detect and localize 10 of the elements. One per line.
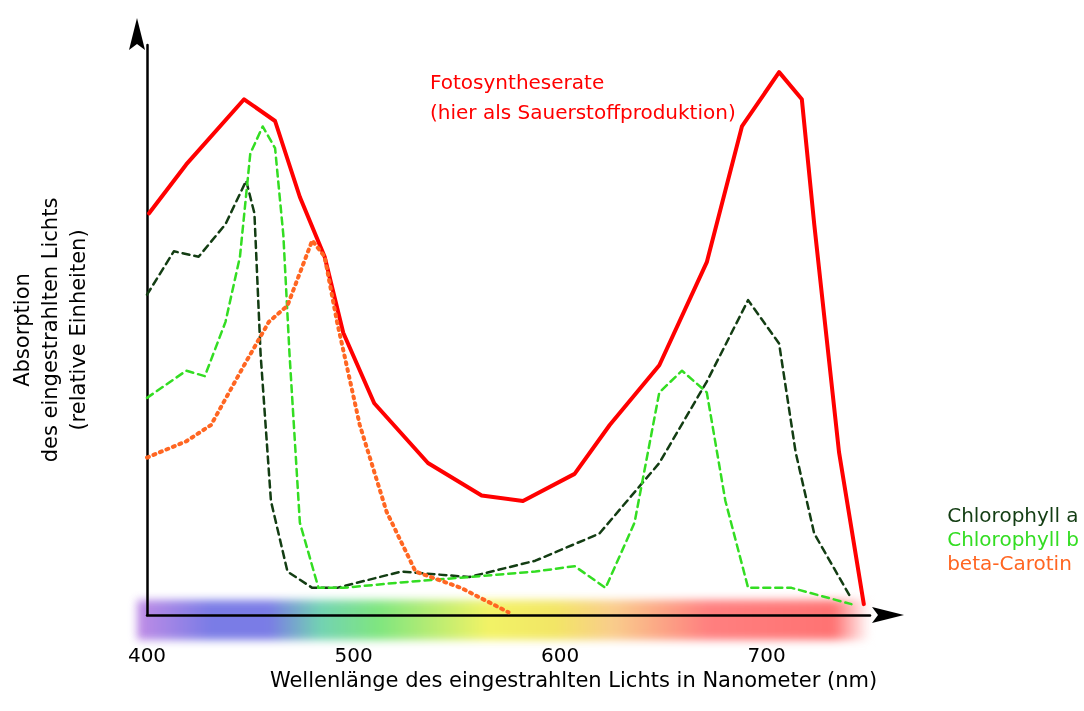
y-axis-title: Absorption des eingestrahlten Lichts (relative Einheiten)	[10, 197, 90, 463]
x-tick-label: 700	[747, 643, 786, 667]
series-label: Fotosyntheserate (hier als Sauerstoffproduktion)	[430, 70, 736, 124]
x-axis-title: Wellenlänge des eingestrahlten Lichts in Nanometer (nm)	[269, 668, 878, 693]
x-tick-label: 400	[127, 643, 167, 667]
x-tick-label: 500	[334, 643, 373, 667]
x-tick-label: 600	[541, 643, 580, 667]
text: beta-Carotin	[947, 551, 1072, 575]
text: Chlorophyll b	[947, 527, 1079, 551]
text: Chlorophyll a	[947, 503, 1079, 527]
